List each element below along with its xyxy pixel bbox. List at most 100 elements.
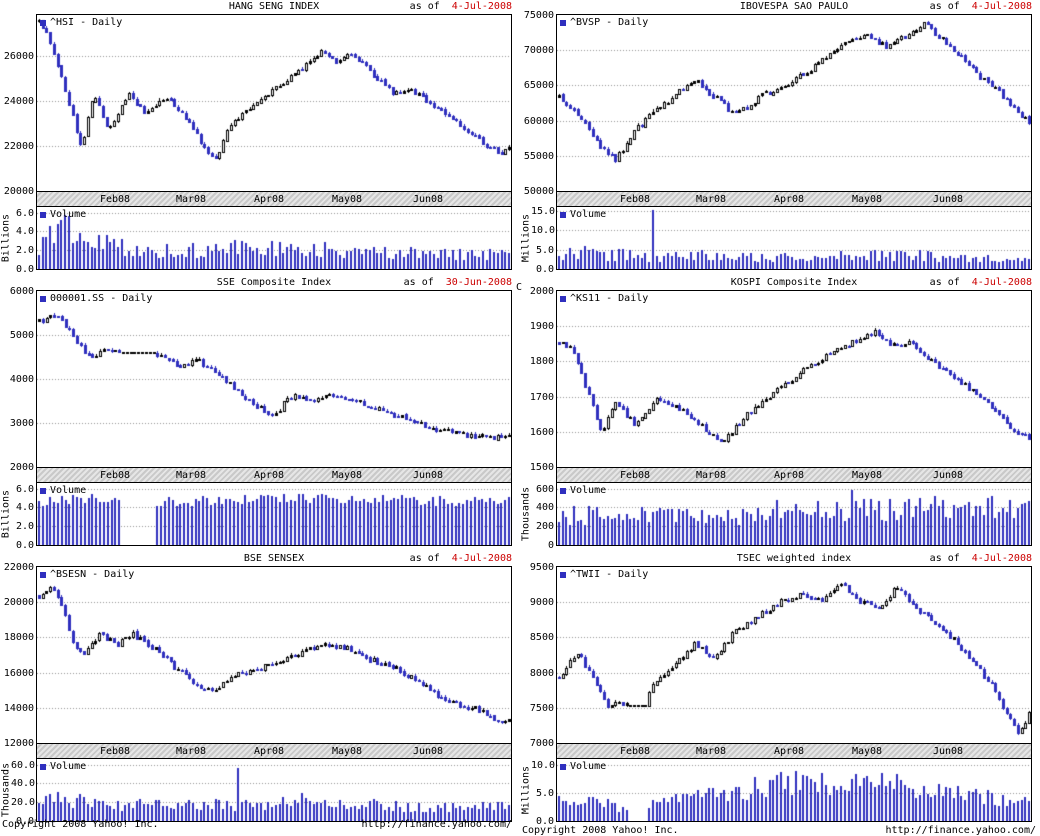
chart-title: TSEC weighted index — [736, 553, 852, 564]
volume-unit-label: Billions — [0, 489, 11, 539]
x-tick-label: Feb08 — [99, 470, 131, 481]
volume-tick-label: 20.0 — [11, 797, 36, 809]
chart-title: SSE Composite Index — [216, 277, 332, 288]
source-url: http://finance.yahoo.com/ — [361, 819, 512, 830]
price-tick-label: 22000 — [3, 140, 34, 152]
candlestick-canvas — [557, 291, 1031, 467]
price-tick-label: 75000 — [523, 10, 554, 21]
candlestick-canvas — [37, 15, 511, 191]
series-legend-label: ^BVSP - Daily — [570, 17, 649, 28]
x-tick-label: May08 — [851, 470, 883, 481]
volume-unit-label: Thousands — [520, 486, 531, 542]
x-axis-band: Feb08 Mar08 Apr08 May08 Jun08 — [36, 744, 512, 758]
volume-legend-label: Volume — [50, 485, 87, 496]
x-axis-band: Feb08 Mar08 Apr08 May08 Jun08 — [556, 744, 1032, 758]
candlestick-canvas — [557, 567, 1031, 743]
volume-legend: Volume — [40, 761, 86, 772]
series-legend: ^BSESN - Daily — [40, 569, 134, 580]
stray-text: C — [516, 282, 523, 293]
x-tick-label: Apr08 — [253, 746, 285, 757]
volume-tick-label: 0.0 — [535, 264, 554, 275]
x-tick-label: Mar08 — [175, 746, 207, 757]
x-tick-label: Jun08 — [412, 194, 444, 205]
volume-legend-label: Volume — [570, 209, 607, 220]
price-tick-label: 3000 — [9, 418, 34, 429]
candlestick-canvas — [37, 567, 511, 743]
chart-header: KOSPI Composite Index as of 4-Jul-2008 — [520, 277, 1040, 289]
volume-canvas — [557, 759, 1031, 821]
legend-marker-icon — [40, 19, 46, 26]
as-of-date: 4-Jul-2008 — [971, 277, 1032, 288]
series-legend: 000001.SS - Daily — [40, 293, 152, 304]
volume-tick-label: 2.0 — [15, 245, 34, 257]
price-tick-label: 14000 — [3, 702, 34, 714]
legend-marker-icon — [560, 571, 566, 578]
price-tick-label: 8000 — [529, 667, 554, 679]
volume-legend: Volume — [560, 209, 606, 220]
x-tick-label: Jun08 — [932, 746, 964, 757]
volume-unit-label: Thousands — [0, 762, 11, 818]
chart-panel-hang-seng: HANG SENG INDEX as of 4-Jul-2008 ^HSI - D… — [0, 0, 520, 276]
legend-marker-icon — [40, 571, 46, 578]
x-axis-band: Feb08 Mar08 Apr08 May08 Jun08 — [556, 468, 1032, 482]
legend-marker-icon — [40, 295, 46, 302]
x-tick-label: Jun08 — [932, 470, 964, 481]
volume-tick-label: 4.0 — [15, 502, 34, 514]
volume-plot: Volume — [36, 206, 512, 270]
chart-header: SSE Composite Index as of 30-Jun-2008 — [0, 277, 520, 289]
legend-marker-icon — [40, 487, 46, 494]
x-tick-label: Mar08 — [695, 194, 727, 205]
price-plot: ^HSI - Daily — [36, 14, 512, 192]
x-axis-band: Feb08 Mar08 Apr08 May08 Jun08 — [36, 192, 512, 206]
x-tick-label: Feb08 — [619, 746, 651, 757]
as-of: as of 4-Jul-2008 — [410, 1, 512, 12]
candlestick-canvas — [37, 291, 511, 467]
price-tick-label: 20000 — [3, 597, 34, 609]
volume-unit-label: Millions — [520, 213, 531, 263]
as-of-date: 4-Jul-2008 — [451, 553, 512, 564]
series-legend-label: ^BSESN - Daily — [50, 569, 135, 580]
as-of: as of 4-Jul-2008 — [930, 553, 1032, 564]
price-tick-label: 60000 — [523, 115, 554, 127]
price-tick-label: 6000 — [9, 286, 34, 297]
series-legend-label: ^KS11 - Daily — [570, 293, 649, 304]
price-tick-label: 2000 — [9, 462, 34, 473]
as-of-date: 4-Jul-2008 — [971, 553, 1032, 564]
price-tick-label: 16000 — [3, 667, 34, 679]
footer-left: Copyright 2008 Yahoo! Inc. http://financ… — [2, 819, 512, 830]
volume-legend-label: Volume — [570, 761, 607, 772]
x-tick-label: Mar08 — [695, 746, 727, 757]
volume-canvas — [37, 759, 511, 821]
as-of: as of 30-Jun-2008 — [404, 277, 512, 288]
price-plot: 000001.SS - Daily — [36, 290, 512, 468]
volume-tick-label: 0.0 — [535, 816, 554, 827]
volume-tick-label: 5.0 — [535, 244, 554, 256]
price-tick-label: 26000 — [3, 50, 34, 62]
volume-tick-label: 600 — [535, 483, 554, 495]
chart-panel-bse-sensex: BSE SENSEX as of 4-Jul-2008 ^BSESN - Dail… — [0, 552, 520, 828]
x-tick-label: May08 — [851, 746, 883, 757]
volume-canvas — [557, 483, 1031, 545]
volume-tick-label: 0.0 — [15, 540, 34, 551]
price-plot: ^BVSP - Daily — [556, 14, 1032, 192]
volume-legend-label: Volume — [50, 209, 87, 220]
x-axis-band: Feb08 Mar08 Apr08 May08 Jun08 — [36, 468, 512, 482]
price-tick-label: 70000 — [523, 45, 554, 57]
chart-title: BSE SENSEX — [243, 553, 305, 564]
copyright-text: Copyright 2008 Yahoo! Inc. — [522, 825, 679, 836]
x-tick-label: Apr08 — [773, 194, 805, 205]
price-tick-label: 5000 — [9, 330, 34, 341]
as-of-date: 4-Jul-2008 — [451, 1, 512, 12]
volume-tick-label: 40.0 — [11, 778, 36, 790]
as-of-date: 4-Jul-2008 — [971, 1, 1032, 12]
legend-marker-icon — [40, 211, 46, 218]
chart-header: HANG SENG INDEX as of 4-Jul-2008 — [0, 1, 520, 13]
as-of-date: 30-Jun-2008 — [445, 277, 512, 288]
price-tick-label: 7000 — [529, 738, 554, 749]
series-legend: ^KS11 - Daily — [560, 293, 648, 304]
volume-tick-label: 5.0 — [535, 787, 554, 799]
as-of-label: as of — [409, 553, 440, 564]
x-tick-label: Feb08 — [99, 746, 131, 757]
volume-tick-label: 4.0 — [15, 226, 34, 238]
